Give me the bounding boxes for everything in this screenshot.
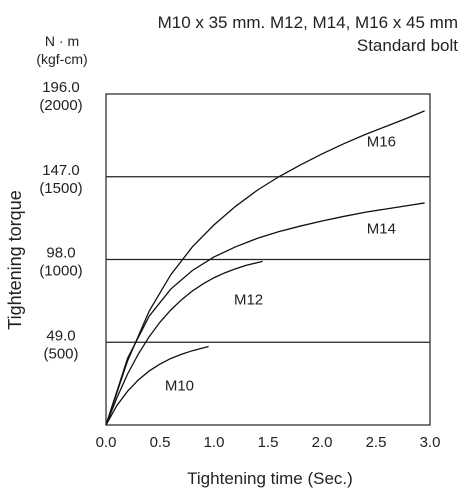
x-tick-label-1-0: 1.0 — [204, 434, 225, 451]
y-tick-sublabel-500: (500) — [43, 345, 78, 362]
y-tick-sublabel-1500: (1500) — [39, 180, 82, 197]
x-axis-label: Tightening time (Sec.) — [187, 469, 353, 488]
plot-frame — [105, 93, 431, 426]
x-tick-label-3-0: 3.0 — [420, 434, 441, 451]
series-lines — [105, 110, 425, 426]
y-axis-unit-line-2: (kgf-cm) — [36, 51, 87, 67]
chart-title-line-1: M10 x 35 mm. M12, M14, M16 x 45 mm — [158, 13, 458, 32]
y-axis-ticks: 49.0(500) 98.0(1000) 147.0(1500) 196.0(2000… — [39, 79, 82, 362]
y-axis-label: Tightening torque — [5, 190, 25, 329]
grid-lines — [106, 176, 430, 343]
x-tick-label-0-0: 0.0 — [96, 434, 117, 451]
x-tick-label-0-5: 0.5 — [150, 434, 171, 451]
x-tick-label-1-5: 1.5 — [258, 434, 279, 451]
y-tick-label-147-0: 147.0 — [42, 162, 80, 179]
series-label-m10: M10 — [165, 377, 194, 394]
series-label-m14: M14 — [367, 220, 396, 237]
x-axis-ticks: 0.0 0.5 1.0 1.5 2.0 2.5 3.0 — [96, 434, 441, 451]
chart-title-line-2: Standard bolt — [357, 36, 458, 55]
series-label-m16: M16 — [367, 133, 396, 150]
series-line-m10 — [105, 345, 209, 426]
series-label-m12: M12 — [234, 291, 263, 308]
series-line-m14 — [105, 202, 425, 426]
y-tick-label-98-0: 98.0 — [46, 245, 75, 262]
y-tick-label-196-0: 196.0 — [42, 79, 80, 96]
series-line-m12 — [105, 260, 263, 426]
series-line-m16 — [105, 110, 425, 426]
x-tick-label-2-5: 2.5 — [366, 434, 387, 451]
y-tick-sublabel-2000: (2000) — [39, 97, 82, 114]
y-tick-sublabel-1000: (1000) — [39, 263, 82, 280]
y-tick-label-49-0: 49.0 — [46, 327, 75, 344]
x-tick-label-2-0: 2.0 — [312, 434, 333, 451]
y-axis-unit-line-1: N · m — [45, 33, 79, 49]
series-labels: M10 M12 M14 M16 — [165, 133, 396, 394]
